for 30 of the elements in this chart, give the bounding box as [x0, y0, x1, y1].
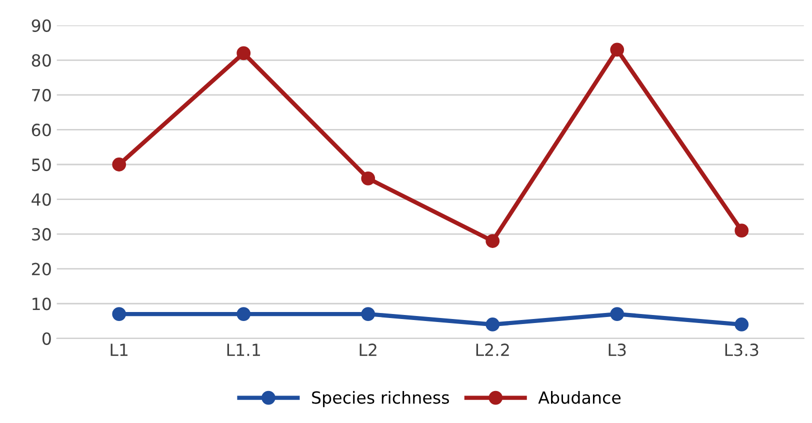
y-tick-label: 90 — [32, 19, 51, 32]
x-tick-label: L3 — [608, 344, 626, 356]
x-tick-label: L3.3 — [725, 344, 758, 356]
y-tick-label: 30 — [32, 228, 51, 241]
x-tick-label: L1.1 — [227, 344, 260, 356]
y-tick-label: 20 — [32, 262, 51, 276]
point — [734, 318, 749, 332]
y-tick-label: 70 — [32, 88, 51, 102]
x-tick-label: L2 — [360, 344, 376, 356]
point — [486, 318, 500, 332]
point — [236, 307, 251, 321]
point — [734, 224, 749, 238]
point — [236, 46, 251, 60]
y-tick-label: 60 — [32, 124, 51, 136]
y-tick-label: 10 — [32, 298, 51, 310]
y-tick-label: 0 — [42, 332, 51, 345]
point — [361, 171, 376, 186]
x-tick-label: L1 — [110, 344, 128, 356]
y-tick-label: 50 — [32, 158, 51, 172]
y-tick-label: 80 — [32, 54, 51, 67]
point — [112, 158, 126, 172]
point — [361, 307, 376, 321]
x-tick-label: L2.2 — [476, 344, 509, 356]
legend-label: Abudance — [538, 390, 621, 404]
point — [112, 307, 126, 321]
point — [610, 42, 624, 57]
point — [486, 234, 500, 248]
point — [610, 307, 624, 321]
y-tick-label: 40 — [32, 193, 51, 206]
legend-label: Species richness — [312, 390, 449, 408]
